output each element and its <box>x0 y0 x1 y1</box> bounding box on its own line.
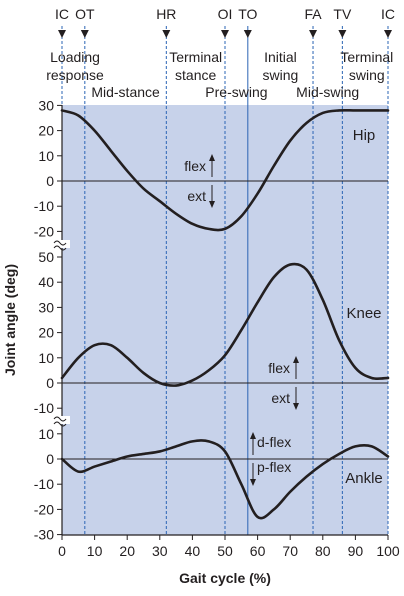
x-tick-label: 70 <box>282 543 298 559</box>
panel-name: Hip <box>353 127 376 144</box>
y-tick-label: -30 <box>34 527 54 543</box>
phase-label: swing <box>349 67 385 83</box>
x-tick-label: 80 <box>315 543 331 559</box>
ext-label: ext <box>271 390 290 406</box>
event-arrow-icon <box>80 30 89 38</box>
y-tick-label: -10 <box>34 198 54 214</box>
event-label: HR <box>156 6 176 22</box>
event-label: IC <box>55 6 69 22</box>
event-arrow-icon <box>338 30 347 38</box>
axis-break-icon <box>53 416 67 422</box>
x-tick-label: 0 <box>58 543 66 559</box>
axis-break-icon <box>53 240 67 246</box>
event-arrow-icon <box>162 30 171 38</box>
y-tick-label: -20 <box>34 501 54 517</box>
arrow-down-icon <box>293 403 299 410</box>
event-label: TO <box>238 6 257 22</box>
arrow-down-icon <box>209 201 215 208</box>
event-arrow-icon <box>58 30 66 38</box>
y-tick-label: -10 <box>34 476 54 492</box>
panel-name: Ankle <box>345 470 383 487</box>
y-tick-label: -10 <box>34 400 54 416</box>
phase-label: Initial <box>264 49 297 65</box>
phase-label: response <box>46 67 104 83</box>
x-axis-label: Gait cycle (%) <box>179 570 271 586</box>
series-line <box>60 262 390 387</box>
phase-label: Terminal <box>340 49 393 65</box>
y-tick-label: 50 <box>38 249 54 265</box>
y-tick-label: 0 <box>46 375 54 391</box>
event-arrow-icon <box>309 30 318 38</box>
phase-label: Mid-stance <box>91 84 160 100</box>
phase-label: Mid-swing <box>296 84 359 100</box>
y-tick-label: 40 <box>38 274 54 290</box>
arrow-up-icon <box>250 432 256 439</box>
plot-background <box>62 105 388 535</box>
event-label: OI <box>218 6 233 22</box>
event-label: OT <box>75 6 95 22</box>
flex-label: d-flex <box>257 434 291 450</box>
y-tick-label: 10 <box>38 350 54 366</box>
event-arrow-icon <box>384 30 392 38</box>
y-tick-label: 0 <box>46 173 54 189</box>
series-line <box>60 439 390 520</box>
x-tick-label: 100 <box>376 543 400 559</box>
arrow-down-icon <box>250 479 256 486</box>
phase-label: Pre-swing <box>205 84 267 100</box>
y-tick-label: 10 <box>38 426 54 442</box>
ext-label: p-flex <box>257 459 291 475</box>
phase-label: stance <box>175 67 216 83</box>
event-arrow-icon <box>221 30 229 38</box>
flex-label: flex <box>268 360 290 376</box>
phase-label: Terminal <box>169 49 222 65</box>
axis-break-icon <box>53 245 67 251</box>
axis-break-mask <box>54 240 70 248</box>
arrow-up-icon <box>293 356 299 363</box>
flex-label: flex <box>184 158 206 174</box>
x-tick-label: 50 <box>217 543 233 559</box>
x-tick-label: 60 <box>250 543 266 559</box>
event-label: IC <box>381 6 395 22</box>
x-tick-label: 30 <box>152 543 168 559</box>
y-tick-label: 0 <box>46 451 54 467</box>
y-tick-label: -20 <box>34 223 54 239</box>
x-tick-label: 20 <box>119 543 135 559</box>
ext-label: ext <box>187 188 206 204</box>
event-label: FA <box>304 6 322 22</box>
y-tick-label: 30 <box>38 97 54 113</box>
y-tick-label: 20 <box>38 123 54 139</box>
arrow-up-icon <box>209 154 215 161</box>
series-line <box>60 108 390 232</box>
x-tick-label: 90 <box>348 543 364 559</box>
y-axis-label: Joint angle (deg) <box>2 264 18 376</box>
event-arrow-icon <box>243 30 252 38</box>
axis-break-mask <box>54 416 70 424</box>
x-tick-label: 10 <box>87 543 103 559</box>
phase-label: Loading <box>50 49 100 65</box>
panel-name: Knee <box>346 305 381 322</box>
phase-label: swing <box>263 67 299 83</box>
x-tick-label: 40 <box>185 543 201 559</box>
y-tick-label: 20 <box>38 325 54 341</box>
event-label: TV <box>333 6 352 22</box>
axis-break-icon <box>53 421 67 427</box>
y-tick-label: 30 <box>38 299 54 315</box>
y-tick-label: 10 <box>38 148 54 164</box>
